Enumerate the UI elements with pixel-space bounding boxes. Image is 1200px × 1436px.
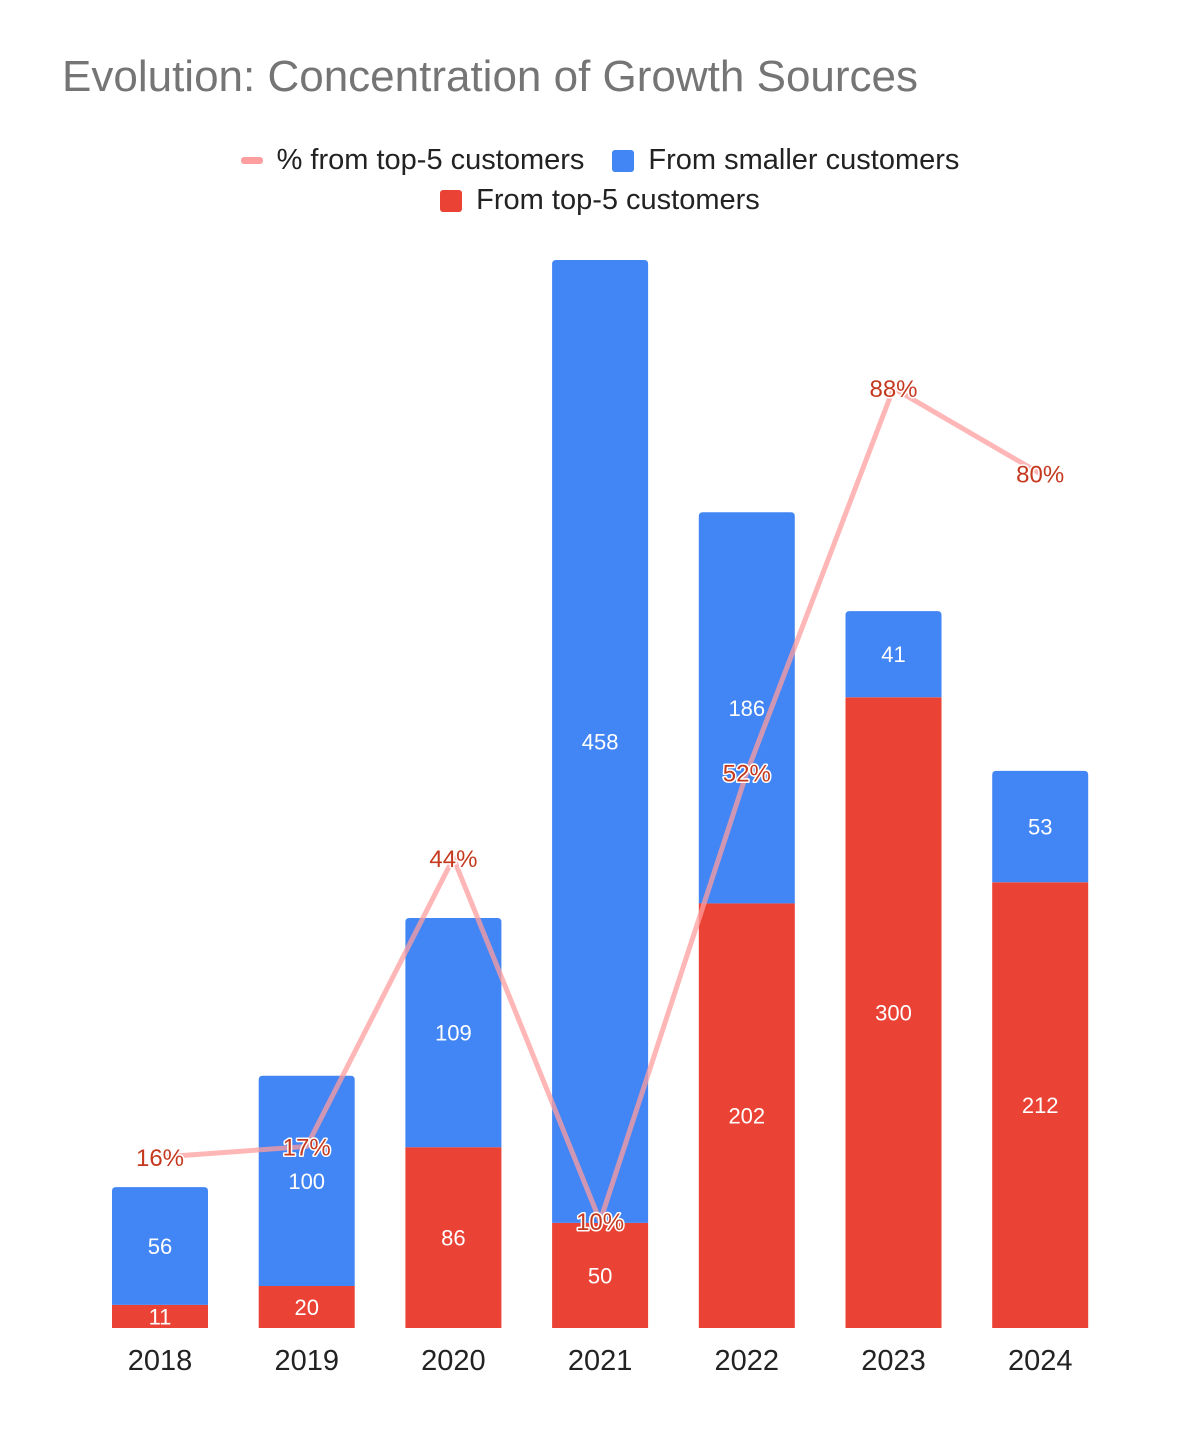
data-label-percent-2021: 10%: [576, 1209, 624, 1236]
data-label-smaller-2019: 100: [288, 1169, 325, 1194]
bar-smaller-2022[interactable]: [698, 512, 795, 904]
bar-top5-2019[interactable]: [258, 1285, 355, 1328]
data-label-top5-2023: 300: [875, 1001, 912, 1026]
legend-item-smaller-customers[interactable]: From smaller customers: [612, 144, 959, 177]
x-tick-2019: 2019: [274, 1345, 339, 1377]
bar-smaller-2018[interactable]: [112, 1187, 208, 1305]
data-label-top5-2019: 20: [294, 1295, 318, 1320]
bar-top5-2021[interactable]: [552, 1222, 649, 1328]
data-label-percent-2018: 16%: [136, 1145, 184, 1172]
bar-smaller-2021[interactable]: [552, 260, 649, 1223]
bar-top5-2020[interactable]: [405, 1147, 502, 1328]
legend-swatch-top5-customers: [440, 189, 463, 212]
x-tick-2020: 2020: [421, 1345, 486, 1377]
legend-item-top5-customers[interactable]: From top-5 customers: [440, 184, 760, 217]
legend-label-smaller-customers: From smaller customers: [648, 144, 960, 176]
data-label-smaller-2022: 186: [728, 696, 765, 721]
data-label-percent-2024: 80%: [1016, 462, 1064, 489]
bar-top5-2018[interactable]: [112, 1304, 208, 1328]
legend-item-percent-top5[interactable]: % from top-5 customers: [240, 144, 585, 177]
data-label-percent-2020: 44%: [429, 846, 477, 873]
x-tick-2022: 2022: [715, 1345, 780, 1377]
data-label-top5-2021: 50: [588, 1263, 612, 1288]
legend-label-percent-top5: % from top-5 customers: [276, 144, 585, 176]
legend-label-top5-customers: From top-5 customers: [476, 184, 760, 216]
data-label-smaller-2023: 41: [881, 642, 905, 667]
data-label-top5-2020: 86: [441, 1226, 465, 1251]
x-tick-2024: 2024: [1008, 1345, 1073, 1377]
data-label-percent-2019: 17%: [283, 1134, 331, 1161]
bar-top5-2022[interactable]: [698, 903, 795, 1328]
legend-row-2: From top-5 customers: [0, 184, 1200, 217]
bar-smaller-2020[interactable]: [405, 918, 502, 1148]
data-label-percent-2023: 88%: [869, 376, 917, 403]
x-tick-2023: 2023: [861, 1345, 926, 1377]
bar-smaller-2023[interactable]: [845, 611, 942, 698]
x-tick-2018: 2018: [128, 1345, 193, 1377]
legend-swatch-percent-top5: [240, 157, 263, 164]
data-label-smaller-2018: 56: [148, 1234, 172, 1259]
data-label-top5-2022: 202: [728, 1104, 765, 1129]
bar-top5-2023[interactable]: [845, 697, 942, 1328]
data-label-top5-2024: 212: [1022, 1093, 1059, 1118]
data-label-smaller-2020: 109: [435, 1021, 472, 1046]
bar-top5-2024[interactable]: [992, 882, 1089, 1328]
data-label-top5-2018: 11: [149, 1304, 172, 1329]
legend: % from top-5 customers From smaller cust…: [0, 144, 1200, 177]
data-label-smaller-2024: 53: [1028, 815, 1052, 840]
chart-title: Evolution: Concentration of Growth Sourc…: [62, 52, 919, 101]
data-label-percent-2022: 52%: [723, 761, 771, 788]
line-percent-top5[interactable]: [157, 385, 1043, 1224]
bar-smaller-2024[interactable]: [992, 770, 1089, 883]
data-label-smaller-2021: 458: [582, 729, 619, 754]
legend-swatch-smaller-customers: [612, 149, 635, 172]
bar-smaller-2019[interactable]: [258, 1075, 355, 1286]
x-tick-2021: 2021: [568, 1345, 633, 1377]
